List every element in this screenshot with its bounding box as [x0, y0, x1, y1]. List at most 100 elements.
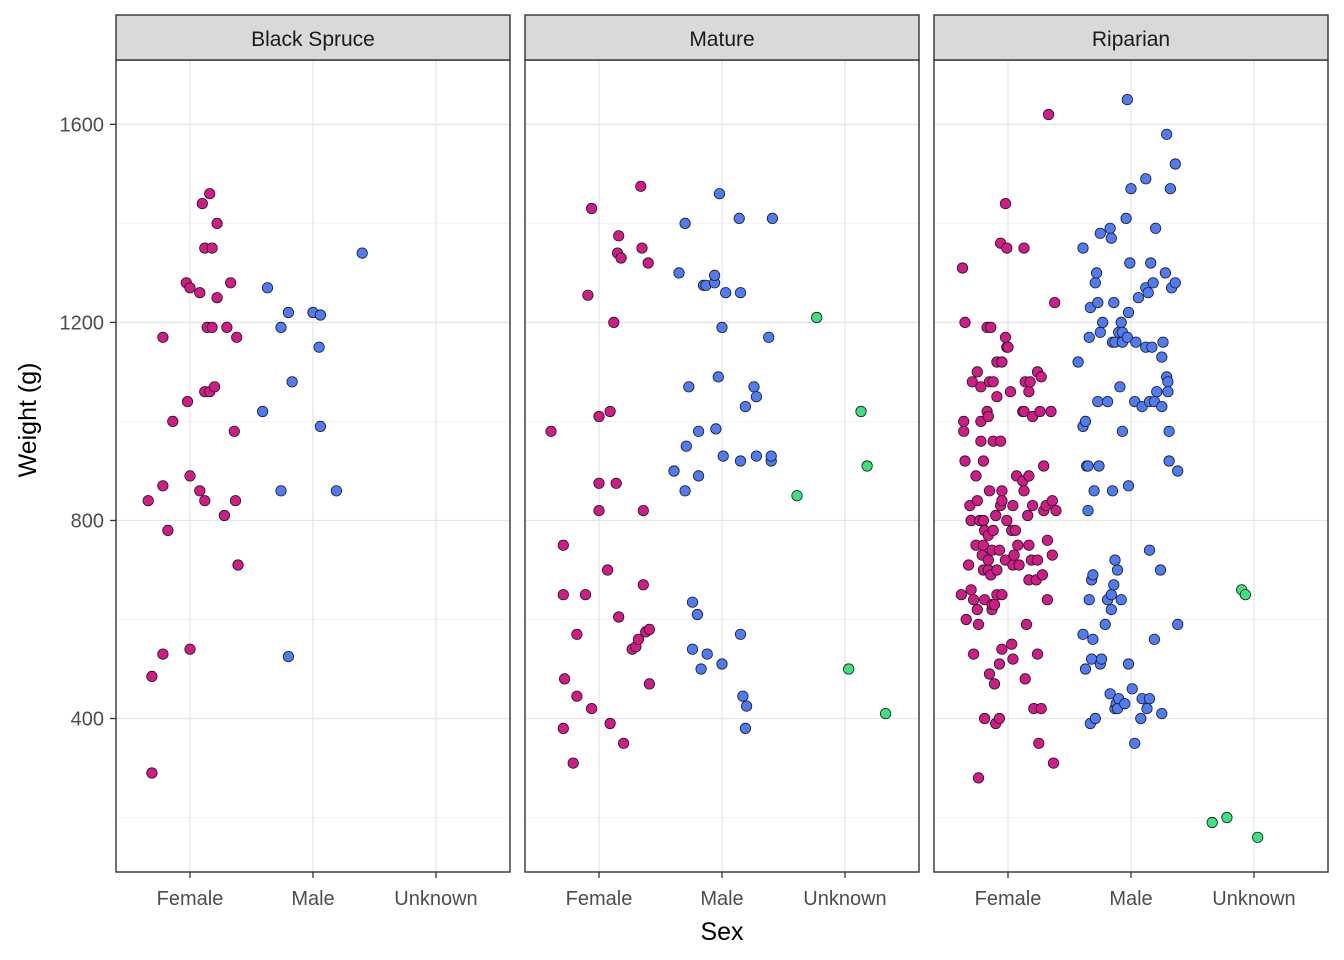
point-male — [1087, 569, 1099, 581]
point-female — [962, 559, 975, 571]
point-male — [1091, 267, 1103, 279]
point-female — [196, 198, 208, 210]
point-male — [1089, 712, 1101, 725]
point-female — [965, 584, 977, 596]
point-male — [1122, 658, 1135, 670]
point-female — [1002, 341, 1014, 353]
point-female — [1009, 524, 1022, 537]
point-male — [673, 267, 685, 279]
point-male — [1172, 618, 1184, 631]
point-male — [1145, 257, 1157, 269]
point-male — [1157, 336, 1169, 348]
point-female — [1023, 470, 1035, 482]
point-male — [1108, 296, 1120, 309]
strip-background — [933, 14, 1329, 61]
point-unknown — [855, 405, 867, 418]
point-male — [1083, 594, 1095, 606]
point-male — [1095, 653, 1108, 665]
point-female — [971, 495, 983, 507]
y-tick-label: 1600 — [60, 114, 105, 136]
point-female — [1013, 559, 1025, 571]
point-female — [1001, 242, 1013, 254]
point-male — [1105, 232, 1117, 244]
point-female — [585, 202, 598, 215]
point-female — [990, 509, 1002, 522]
point-male — [1146, 341, 1158, 353]
x-axis-title: Sex — [700, 918, 744, 946]
point-male — [356, 247, 368, 259]
point-male — [261, 282, 274, 294]
x-tick-label: Unknown — [803, 888, 886, 910]
point-male — [692, 470, 705, 482]
strip-label: Riparian — [1092, 28, 1170, 51]
point-female — [211, 292, 223, 304]
point-female — [996, 495, 1008, 507]
point-male — [1083, 331, 1095, 343]
point-male — [1140, 173, 1152, 185]
point-male — [275, 321, 287, 333]
point-male — [763, 331, 775, 343]
point-female — [184, 282, 196, 294]
point-female — [604, 405, 616, 418]
point-male — [1130, 336, 1142, 348]
point-female — [635, 180, 647, 192]
strip-background — [524, 14, 920, 61]
point-male — [1156, 400, 1168, 413]
point-female — [1020, 618, 1033, 631]
point-female — [972, 772, 985, 784]
point-female — [988, 678, 1001, 690]
point-male — [1148, 633, 1161, 645]
point-male — [1077, 242, 1089, 254]
point-female — [1024, 376, 1036, 388]
point-male — [1172, 465, 1184, 477]
point-male — [1099, 618, 1111, 631]
point-male — [739, 722, 752, 735]
point-female — [1018, 485, 1030, 497]
point-male — [713, 188, 726, 200]
point-female — [1031, 554, 1044, 566]
point-male — [1161, 128, 1173, 140]
point-male — [1109, 554, 1121, 566]
point-female — [142, 495, 154, 507]
y-tick-label: 1200 — [60, 312, 105, 334]
point-unknown — [791, 490, 803, 502]
point-male — [1077, 628, 1089, 640]
point-male — [679, 217, 691, 229]
point-male — [256, 405, 269, 418]
point-female — [982, 554, 994, 566]
point-female — [1004, 386, 1017, 398]
point-male — [1163, 425, 1175, 437]
point-unknown — [811, 311, 823, 324]
point-female — [977, 539, 990, 551]
y-axis: 400 800 1200 1600 — [60, 114, 116, 731]
point-female — [972, 618, 985, 631]
x-tick-label: Unknown — [1212, 888, 1295, 910]
point-male — [1162, 376, 1174, 388]
point-female — [956, 262, 969, 274]
point-female — [593, 504, 605, 517]
point-female — [1012, 539, 1024, 551]
point-male — [1115, 316, 1127, 328]
point-female — [1035, 702, 1047, 715]
point-male — [1105, 589, 1117, 601]
point-male — [701, 648, 713, 660]
strip-label: Black Spruce — [251, 28, 375, 51]
point-female — [996, 356, 1008, 368]
point-female — [204, 188, 216, 200]
point-male — [716, 658, 728, 670]
point-male — [1104, 222, 1116, 234]
point-female — [987, 524, 999, 537]
point-female — [184, 470, 196, 482]
panel-black-spruce: Black Spruce Female Male Unknown — [115, 14, 511, 910]
panel-riparian: Riparian Female Male Unknown — [933, 14, 1329, 910]
point-female — [1038, 460, 1050, 472]
point-female — [567, 757, 579, 769]
point-unknown — [1221, 811, 1233, 824]
point-unknown — [843, 663, 855, 675]
point-male — [1079, 663, 1092, 675]
point-female — [1018, 405, 1030, 418]
point-male — [1162, 386, 1174, 398]
panels-layer: Black Spruce Female Male Unknown Mature Femal… — [115, 14, 1329, 910]
point-female — [146, 670, 158, 683]
